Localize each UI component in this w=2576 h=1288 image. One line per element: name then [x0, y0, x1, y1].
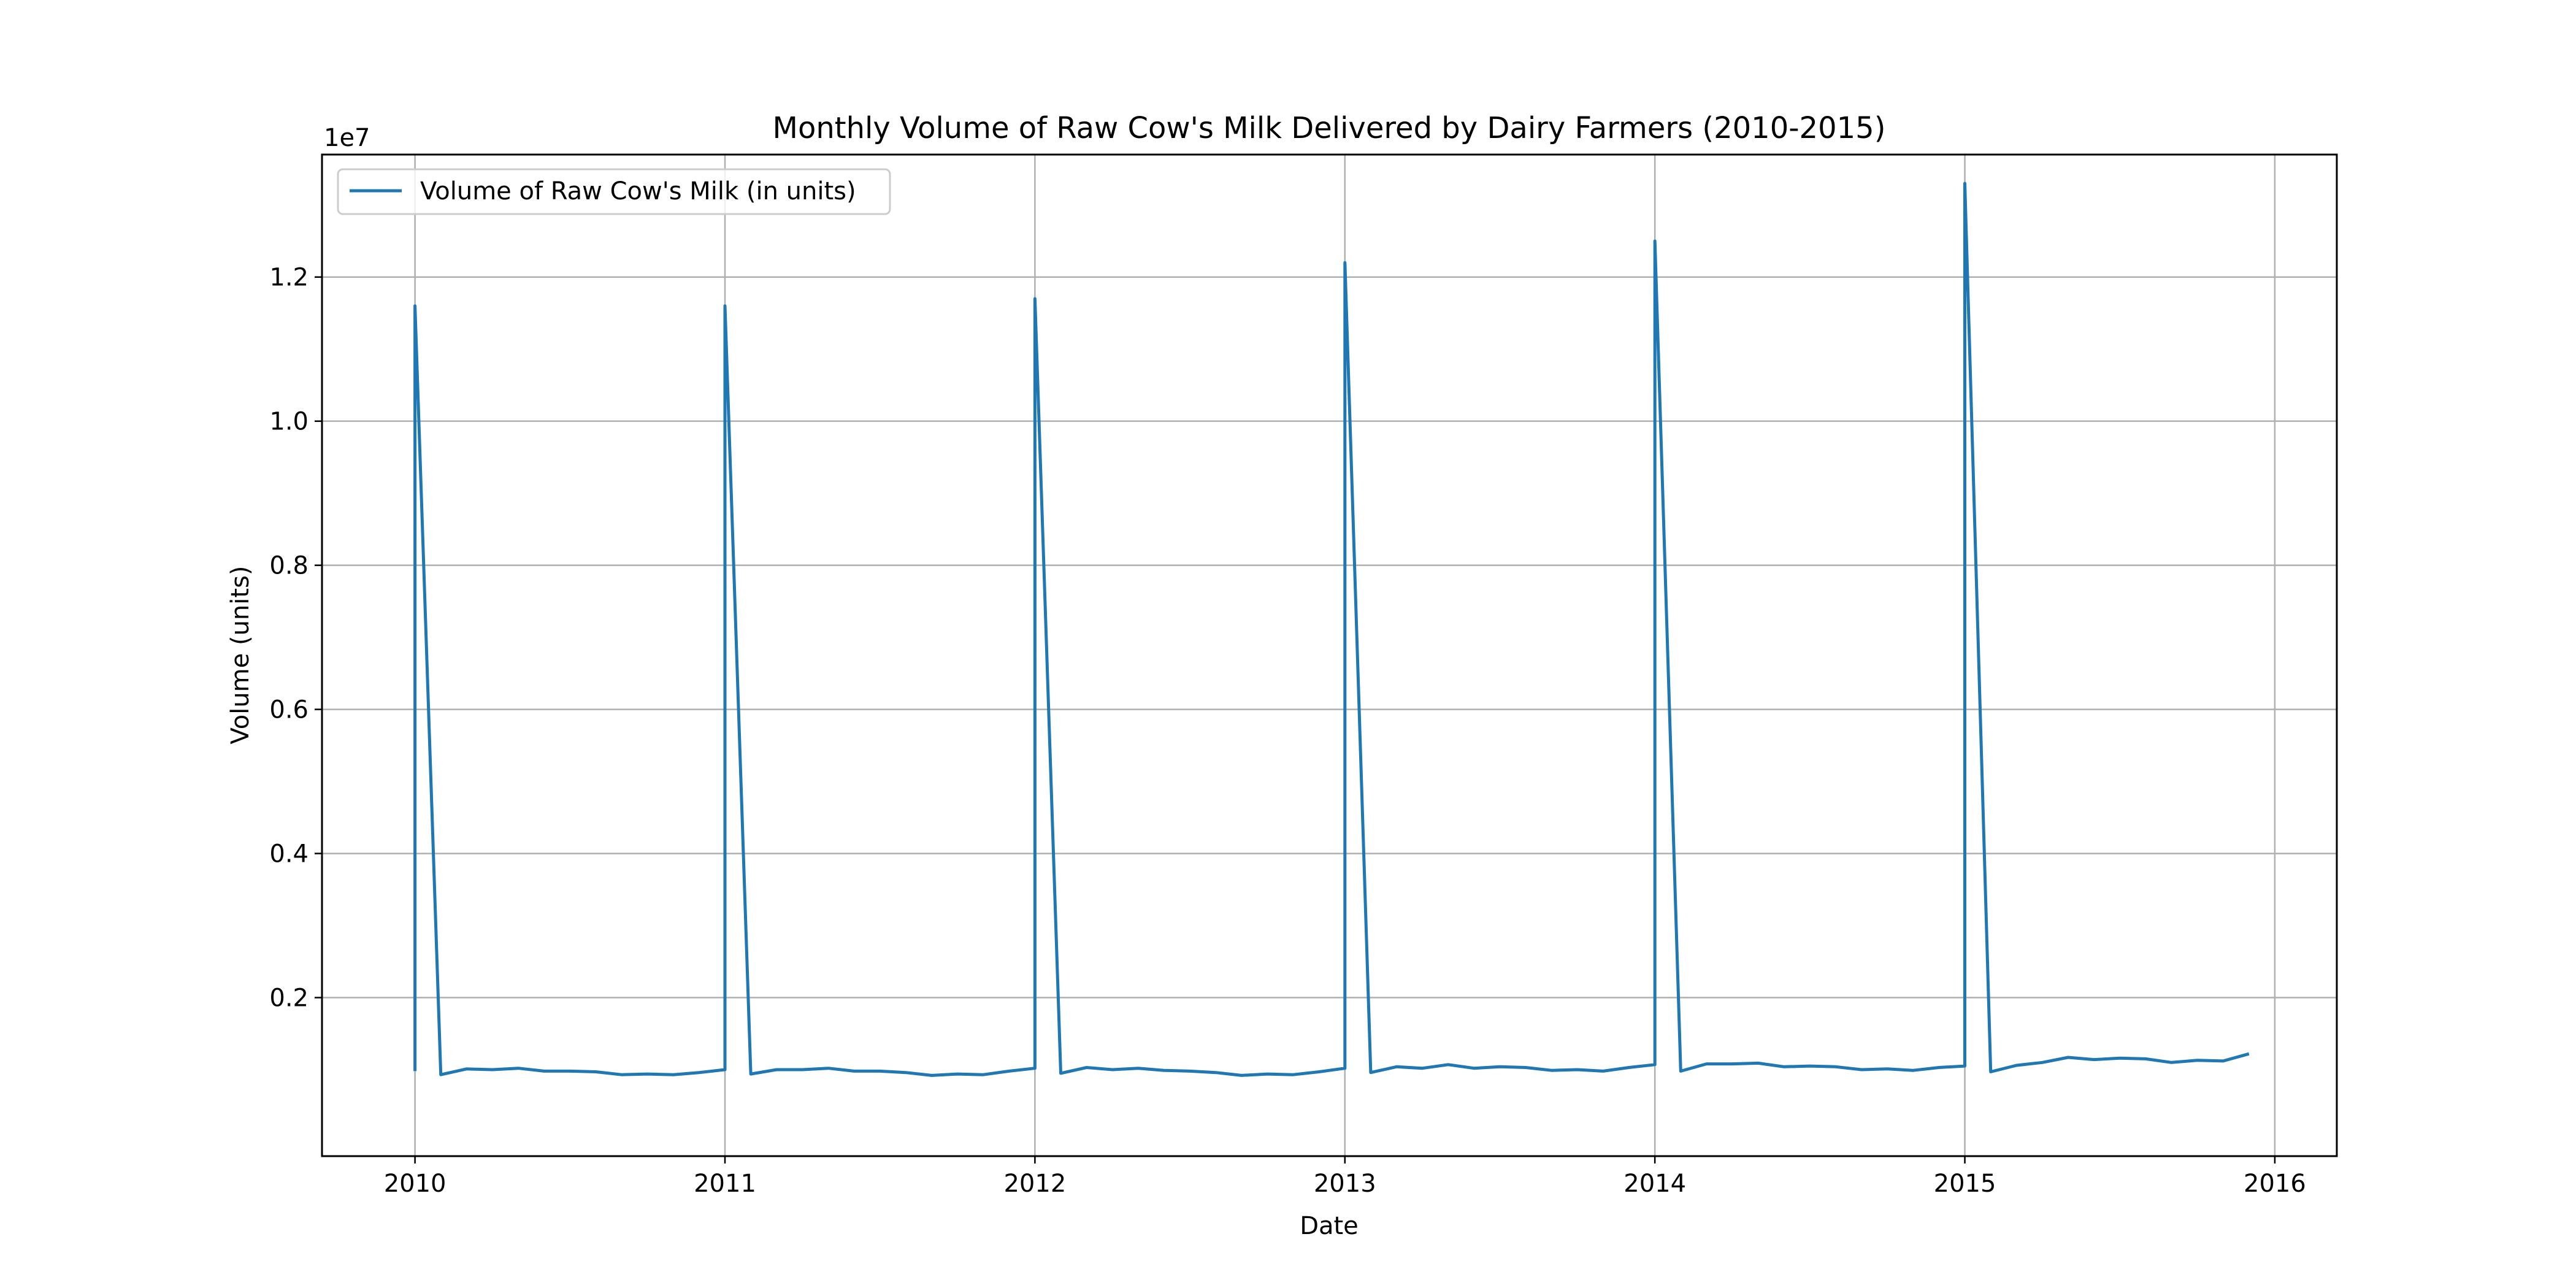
legend: Volume of Raw Cow's Milk (in units): [337, 168, 891, 215]
y-offset-label: 1e7: [324, 124, 370, 152]
y-tick-label: 0.6: [269, 696, 309, 724]
legend-box: [337, 168, 891, 215]
x-tick-label: 2011: [694, 1170, 756, 1198]
x-tick-label: 2015: [1934, 1170, 1996, 1198]
y-axis-label: Volume (units): [226, 565, 255, 744]
x-tick-label: 2014: [1623, 1170, 1686, 1198]
series-line: [413, 182, 2250, 1077]
x-axis-label: Date: [1300, 1212, 1359, 1240]
x-tick-label: 2012: [1003, 1170, 1066, 1198]
y-tick-label: 0.8: [269, 552, 309, 580]
plot-frame: [321, 153, 2338, 1157]
y-tick-label: 1.2: [269, 264, 309, 292]
y-axis: 0.2 0.4 0.6 0.8 1.0 1.2: [269, 264, 322, 1013]
x-tick-label: 2010: [384, 1170, 447, 1198]
y-tick-label: 0.4: [269, 840, 309, 868]
x-axis: 2010 2011 2012 2013 2014 2015 2016: [384, 1156, 2306, 1198]
y-tick-label: 1.0: [269, 408, 309, 436]
chart-title: Monthly Volume of Raw Cow's Milk Deliver…: [773, 111, 1886, 145]
legend-label: Volume of Raw Cow's Milk (in units): [420, 177, 856, 205]
x-tick-label: 2013: [1314, 1170, 1376, 1198]
x-tick-label: 2016: [2244, 1170, 2306, 1198]
y-tick-label: 0.2: [269, 984, 309, 1013]
